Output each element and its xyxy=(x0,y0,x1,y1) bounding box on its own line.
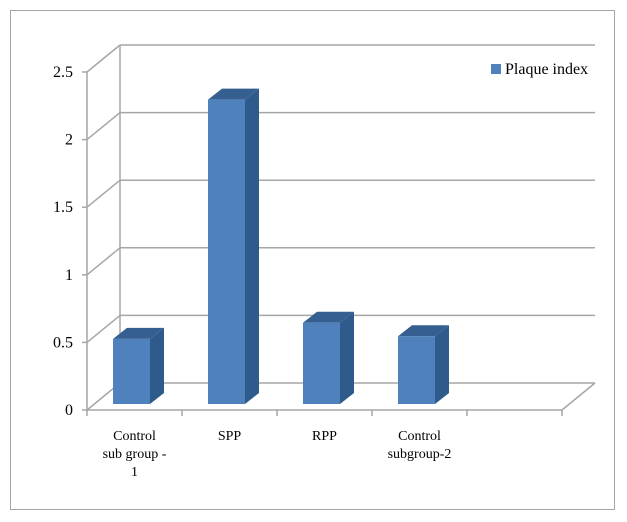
bar-side-0 xyxy=(150,327,164,404)
bar-side-2 xyxy=(340,311,354,404)
x-tick-label-1: SPP xyxy=(218,429,242,444)
y-tick-label-0: 0 xyxy=(65,402,73,419)
x-tick-label-line: 1 xyxy=(131,465,138,480)
bar-3 xyxy=(398,325,449,404)
bar-front-2 xyxy=(303,322,340,404)
gridline-depth-5 xyxy=(86,44,121,73)
legend-swatch xyxy=(491,64,501,74)
gridline-depth-4 xyxy=(86,112,121,141)
y-tick-label-2: 1 xyxy=(65,267,73,284)
legend-label-plaque-index: Plaque index xyxy=(505,61,588,78)
x-tick-label-line: SPP xyxy=(218,429,242,444)
floor-right-edge xyxy=(561,382,596,411)
gridline-depth-1 xyxy=(86,314,121,343)
gridline-depth-2 xyxy=(86,247,121,276)
bar-side-1 xyxy=(245,88,259,404)
bar-0 xyxy=(113,327,164,404)
bars-layer xyxy=(113,88,449,404)
x-tick-label-0: Control sub group - 1 xyxy=(103,429,167,480)
bar-2 xyxy=(303,311,354,404)
grid-layer xyxy=(86,44,595,411)
axis-layer xyxy=(82,71,596,416)
bar-top-2 xyxy=(303,311,354,323)
y-tick-label-3: 1.5 xyxy=(53,199,73,216)
bar-front-0 xyxy=(113,338,150,404)
bar-top-1 xyxy=(208,88,259,100)
labels-layer: 0 0.5 1 1.5 2 2.5 Control sub group - 1 SPP RPP Con… xyxy=(53,64,451,480)
x-tick-label-line: subgroup-2 xyxy=(388,447,452,462)
gridline-depth-3 xyxy=(86,179,121,208)
bar-1 xyxy=(208,88,259,404)
y-tick-label-4: 2 xyxy=(65,132,73,149)
x-tick-label-line: RPP xyxy=(312,429,337,444)
bar-top-3 xyxy=(398,325,449,337)
y-tick-label-1: 0.5 xyxy=(53,334,73,351)
chart-frame xyxy=(10,10,615,510)
bar-front-3 xyxy=(398,336,435,404)
legend: Plaque index xyxy=(491,61,588,78)
bar-front-1 xyxy=(208,99,245,404)
x-tick-label-3: Control subgroup-2 xyxy=(388,429,452,462)
x-tick-label-line: Control xyxy=(398,429,441,444)
y-tick-label-5: 2.5 xyxy=(53,64,73,81)
x-tick-label-2: RPP xyxy=(312,429,337,444)
x-tick-label-line: sub group - xyxy=(103,447,167,462)
x-tick-label-line: Control xyxy=(113,429,156,444)
bar-side-3 xyxy=(435,325,449,404)
bar-top-0 xyxy=(113,327,164,339)
